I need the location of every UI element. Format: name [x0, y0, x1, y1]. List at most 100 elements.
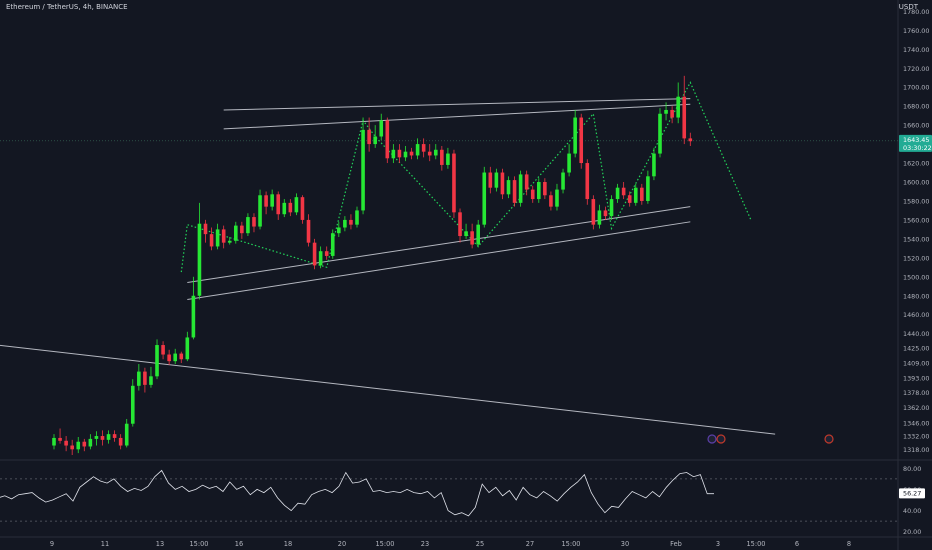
candle-body: [124, 423, 129, 446]
candle-body: [518, 174, 523, 203]
candle: [288, 199, 293, 217]
candle: [633, 183, 638, 206]
candle-body: [664, 109, 668, 114]
candle-body: [82, 441, 87, 447]
candle-body: [306, 219, 311, 243]
candle: [282, 199, 287, 218]
price-tick-label: 1780.00: [903, 8, 929, 16]
candle-body: [403, 151, 408, 158]
candle: [609, 195, 614, 220]
price-tick-label: 1460.00: [903, 311, 929, 319]
candle-body: [633, 187, 638, 203]
candle-body: [543, 182, 547, 196]
last-price-badge: [899, 134, 932, 152]
candle-body: [427, 151, 432, 156]
candle: [446, 147, 450, 169]
candle: [203, 219, 208, 243]
candle-body: [52, 437, 56, 446]
time-tick-label: Feb: [670, 540, 682, 548]
candle: [524, 170, 529, 196]
candle: [118, 434, 123, 450]
candle: [343, 216, 347, 232]
candle: [306, 214, 311, 247]
candle: [682, 75, 687, 145]
last-price-value: 1643.45: [903, 136, 929, 144]
candle-body: [282, 202, 287, 215]
candle-body: [421, 144, 426, 152]
candle: [573, 109, 577, 158]
time-tick-label: 15:00: [375, 540, 394, 548]
candle-body: [470, 231, 474, 245]
trend-line: [0, 344, 776, 435]
price-tick-label: 1620.00: [903, 160, 929, 168]
candle: [264, 191, 268, 215]
candle: [58, 428, 62, 444]
candle: [355, 206, 359, 228]
candle-body: [88, 438, 93, 447]
candle: [143, 367, 147, 393]
candle: [82, 438, 87, 452]
candle-body: [609, 199, 614, 217]
candle: [658, 108, 662, 158]
candle: [124, 418, 129, 448]
time-tick-label: 13: [156, 540, 164, 548]
candle: [391, 144, 396, 164]
rsi-value: 56.27: [903, 490, 921, 498]
candle-body: [494, 172, 499, 188]
candle: [209, 227, 214, 251]
price-tick-label: 1540.00: [903, 235, 929, 243]
candle-body: [112, 434, 117, 438]
candle-body: [658, 113, 662, 154]
price-tick-label: 1500.00: [903, 273, 929, 281]
time-tick-label: 23: [421, 540, 429, 548]
candle: [676, 82, 680, 124]
candle-body: [537, 182, 541, 200]
candle-body: [640, 187, 644, 201]
candle-body: [433, 149, 438, 156]
candle: [488, 166, 493, 194]
candle-body: [415, 144, 420, 156]
candle: [324, 246, 329, 260]
candle-body: [452, 153, 456, 213]
candle-body: [288, 202, 293, 213]
candle: [385, 117, 390, 164]
candle: [215, 223, 220, 250]
candle: [664, 102, 668, 121]
candle: [433, 144, 438, 160]
time-tick-label: 8: [847, 540, 851, 548]
candle-body: [446, 153, 450, 165]
candle-body: [94, 436, 99, 439]
candle-body: [367, 129, 371, 145]
candle-body: [676, 96, 680, 118]
candle-body: [264, 195, 268, 207]
currency-label: USDT: [898, 3, 918, 11]
price-tick-label: 1480.00: [903, 292, 929, 300]
candle: [300, 195, 305, 224]
price-tick-label: 1346.00: [903, 419, 929, 427]
candle: [585, 159, 590, 205]
candle: [403, 145, 408, 162]
candle: [543, 178, 547, 200]
candle: [421, 138, 426, 158]
price-tick-label: 1332.00: [903, 433, 929, 441]
candle: [670, 106, 674, 124]
trend-line: [187, 206, 691, 283]
time-tick-label: 3: [716, 540, 720, 548]
candle-body: [579, 117, 584, 164]
candle-body: [143, 371, 147, 385]
candle-body: [397, 149, 402, 158]
candle-body: [130, 385, 135, 424]
candle-body: [409, 151, 414, 156]
candle: [179, 351, 184, 364]
candle-body: [652, 153, 656, 177]
rsi-tick-label: 20.00: [903, 528, 921, 536]
time-tick-label: 15:00: [746, 540, 765, 548]
candle: [227, 236, 232, 245]
candle-body: [506, 180, 511, 195]
candle: [52, 434, 56, 450]
chart-title: Ethereum / TetherUS, 4h, BINANCE: [6, 3, 128, 11]
candle-body: [149, 376, 153, 385]
event-flag-icon: [707, 434, 717, 444]
candle: [130, 379, 135, 427]
